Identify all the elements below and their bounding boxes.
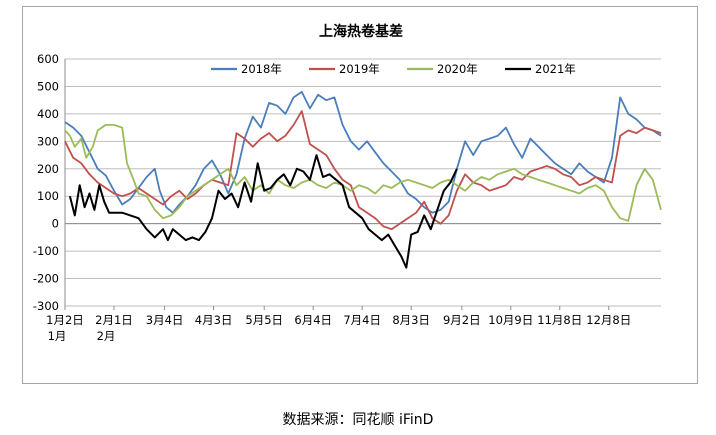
x-tick-label: 9月2日 — [443, 313, 481, 327]
y-tick-label: -200 — [33, 272, 59, 286]
chart-svg: 上海热卷基差 2018年 2019年 2020年 2021年 -300 -200 -100… — [33, 23, 662, 343]
x-tick-sublabel: 2月 — [97, 329, 116, 343]
series-group — [64, 91, 662, 269]
y-tick-label: 100 — [37, 189, 59, 203]
x-tick-label: 4月3日 — [195, 313, 233, 327]
series-line-2021年 — [68, 154, 458, 269]
x-tick-label: 5月5日 — [245, 313, 283, 327]
x-tick-label: 10月9日 — [488, 313, 533, 327]
legend-label: 2020年 — [437, 62, 478, 76]
x-tick-label: 1月2日 — [46, 313, 84, 327]
y-tick-label: 300 — [37, 134, 59, 148]
y-tick-label: -300 — [33, 299, 59, 313]
x-tick-label: 8月3日 — [392, 313, 430, 327]
x-axis-ticks: 1月2日 1月 2月1日 2月 3月4日 4月3日 5月5日 6月4日 7月4日 8月3日 9月2日… — [46, 306, 631, 343]
y-tick-label: 600 — [37, 52, 59, 66]
series-line-2019年 — [64, 110, 662, 231]
x-tick-label: 12月8日 — [586, 313, 631, 327]
x-tick-label: 3月4日 — [146, 313, 184, 327]
legend-label: 2018年 — [241, 62, 282, 76]
x-tick-label: 6月4日 — [294, 313, 332, 327]
legend: 2018年 2019年 2020年 2021年 — [211, 62, 576, 76]
y-tick-label: 200 — [37, 162, 59, 176]
x-tick-label: 2月1日 — [95, 313, 133, 327]
series-line-2020年 — [64, 124, 662, 222]
series-line-2018年 — [64, 91, 662, 214]
y-axis-ticks: -300 -200 -100 0 100 200 300 400 500 600 — [33, 52, 59, 313]
source-note: 数据来源：同花顺 iFinD — [282, 412, 434, 428]
grid-lines — [64, 58, 661, 307]
chart-frame: 上海热卷基差 2018年 2019年 2020年 2021年 -300 -200 -100… — [22, 6, 698, 384]
y-tick-label: 400 — [37, 107, 59, 121]
y-tick-label: 0 — [52, 217, 59, 231]
legend-label: 2021年 — [535, 62, 576, 76]
x-tick-label: 7月4日 — [343, 313, 381, 327]
y-tick-label: 500 — [37, 79, 59, 93]
x-tick-sublabel: 1月 — [48, 329, 67, 343]
y-tick-label: -100 — [33, 244, 59, 258]
x-tick-label: 11月8日 — [537, 313, 582, 327]
chart-title: 上海热卷基差 — [319, 23, 403, 40]
legend-label: 2019年 — [339, 62, 380, 76]
